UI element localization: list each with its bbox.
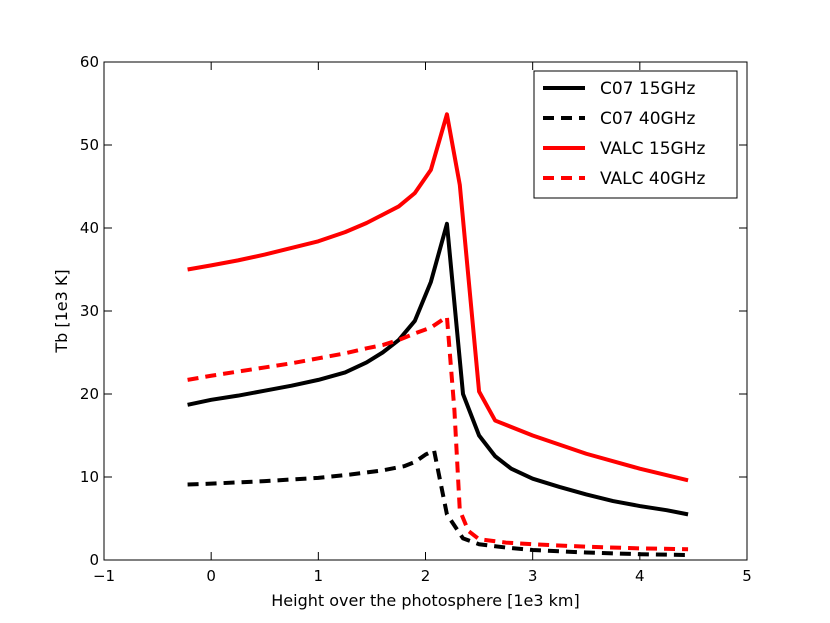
x-tick-label: 5 xyxy=(742,567,752,585)
legend-label: VALC 15GHz xyxy=(600,139,706,159)
x-tick-label: 4 xyxy=(635,567,645,585)
x-axis-label: Height over the photosphere [1e3 km] xyxy=(271,591,580,610)
series-line-1 xyxy=(187,221,689,517)
series-line-3 xyxy=(187,112,689,483)
legend: C07 15GHz C07 40GHz VALC 15GHz VALC 40GHz xyxy=(533,70,738,199)
y-tick-label: 50 xyxy=(80,136,99,154)
y-tick-label: 20 xyxy=(80,385,99,403)
y-tick-label: 10 xyxy=(80,468,99,486)
y-tick-label: 0 xyxy=(89,551,99,569)
y-axis-label: Tb [1e3 K] xyxy=(52,269,71,353)
y-tick-label: 60 xyxy=(80,53,99,71)
legend-label: VALC 40GHz xyxy=(600,169,706,189)
x-tick-label: 0 xyxy=(206,567,216,585)
x-tick-label: 3 xyxy=(528,567,538,585)
legend-label: C07 40GHz xyxy=(600,109,695,129)
series-layer xyxy=(187,112,689,558)
x-tick-label: 2 xyxy=(421,567,431,585)
y-tick-label: 30 xyxy=(80,302,99,320)
y-tick-label: 40 xyxy=(80,219,99,237)
x-tick-label: 1 xyxy=(314,567,324,585)
x-tick-label: −1 xyxy=(93,567,115,585)
series-line-4 xyxy=(187,314,689,552)
legend-label: C07 15GHz xyxy=(600,79,695,99)
